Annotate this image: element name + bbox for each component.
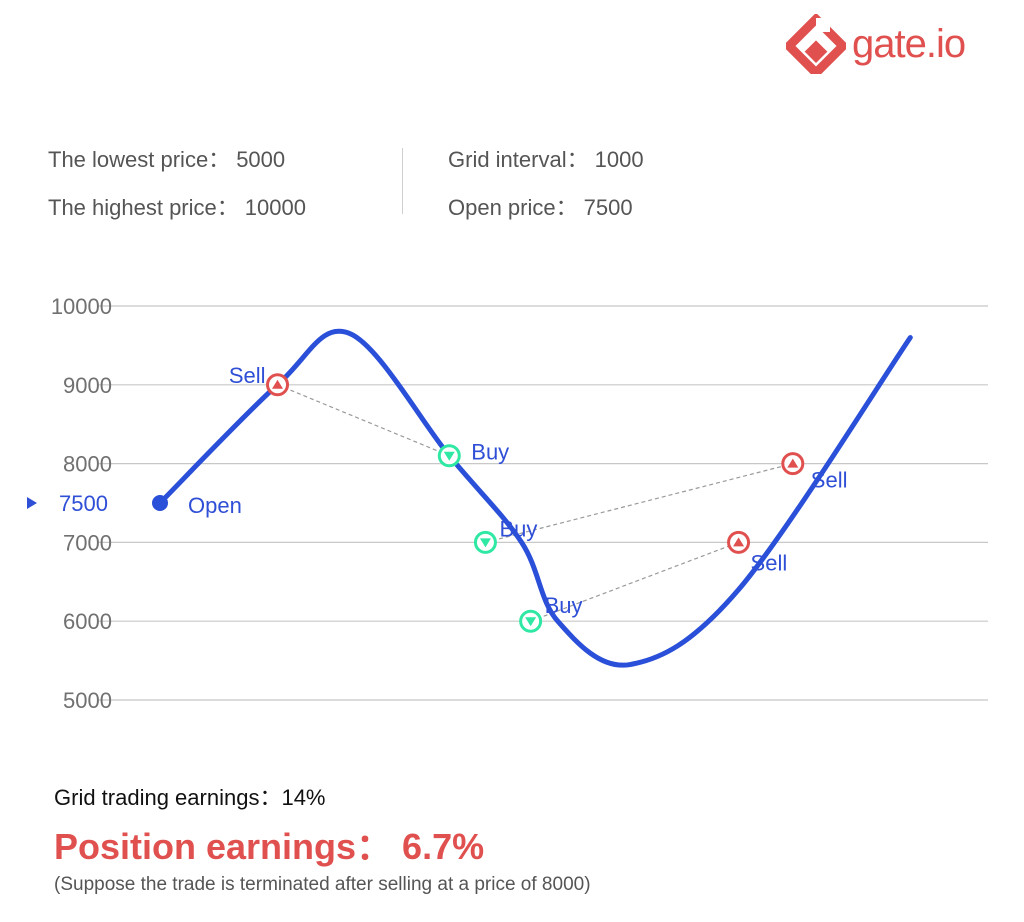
trade-link-line: [485, 463, 793, 543]
y-tick-label: 5000: [63, 688, 112, 713]
lowest-price: The lowest price： 5000: [48, 142, 285, 174]
open-point-label: Open: [188, 493, 242, 518]
buy-triangle-down-icon: [479, 538, 491, 548]
y-tick-label: 7000: [63, 530, 112, 555]
grid-interval-label: Grid interval：: [448, 147, 589, 172]
earnings-note: (Suppose the trade is terminated after s…: [54, 874, 591, 895]
gate-diamond-logo-icon: [786, 14, 846, 74]
buy-triangle-down-icon: [525, 617, 537, 627]
position-earnings-value: 6.7%: [402, 826, 485, 867]
grid-interval-value: 1000: [594, 147, 644, 172]
sell-point-label: Sell: [229, 363, 266, 388]
sell-triangle-up-icon: [733, 537, 745, 547]
open-price-arrow-icon: [27, 497, 37, 509]
y-tick-label: 8000: [63, 452, 112, 477]
brand-name: gate.io: [852, 22, 966, 66]
highest-price-label: The highest price：: [48, 195, 239, 220]
open-price-value: 7500: [583, 195, 633, 220]
trade-link-line: [277, 384, 450, 457]
lowest-price-value: 5000: [236, 147, 286, 172]
buy-point-label: Buy: [499, 516, 537, 541]
trade-link-line: [530, 541, 739, 622]
buy-point-label: Buy: [545, 593, 583, 618]
open-price-tick-label: 7500: [59, 491, 108, 516]
price-curve: [157, 328, 913, 668]
divider: [402, 148, 403, 214]
y-tick-label: 10000: [51, 294, 112, 319]
grid-earnings-value: 14%: [281, 785, 326, 810]
open-price-label: Open price：: [448, 195, 578, 220]
grid-trading-chart: 10000 9000 8000 7000 6000 5000 7500 Open Sell Buy…: [27, 294, 988, 713]
buy-triangle-down-icon: [443, 451, 455, 461]
y-tick-label: 6000: [63, 609, 112, 634]
sell-triangle-up-icon: [787, 458, 799, 468]
grid-interval: Grid interval： 1000: [448, 142, 644, 174]
buy-point-label: Buy: [471, 440, 509, 465]
grid-parameters: The lowest price： 5000 The highest price：…: [0, 138, 1024, 228]
y-tick-label: 9000: [63, 373, 112, 398]
grid-trading-earnings: Grid trading earnings：14%: [54, 780, 326, 812]
sell-point-label: Sell: [811, 468, 848, 493]
open-point-marker: [152, 495, 168, 511]
position-earnings: Position earnings： 6.7%: [54, 818, 484, 870]
grid-earnings-label: Grid trading earnings：: [54, 785, 282, 810]
highest-price-value: 10000: [244, 195, 306, 220]
brand-logo: gate.io: [786, 14, 986, 76]
lowest-price-label: The lowest price：: [48, 147, 231, 172]
open-price: Open price： 7500: [448, 190, 633, 222]
sell-triangle-up-icon: [272, 379, 284, 389]
highest-price: The highest price： 10000: [48, 190, 306, 222]
position-earnings-label: Position earnings：: [54, 826, 393, 867]
sell-point-label: Sell: [751, 550, 788, 575]
